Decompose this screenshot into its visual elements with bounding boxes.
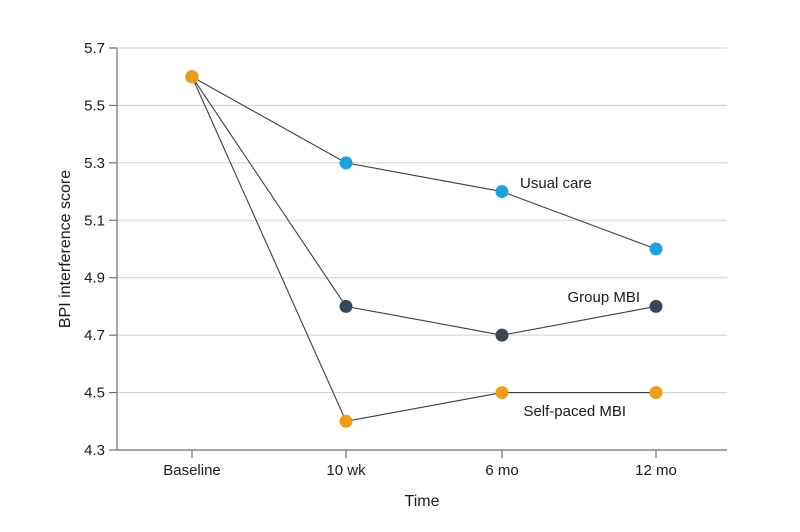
data-point xyxy=(649,386,663,400)
data-points xyxy=(185,70,663,428)
data-point xyxy=(649,242,663,256)
data-point xyxy=(495,386,509,400)
x-tick-label: 10 wk xyxy=(326,462,366,479)
series-label: Self-paced MBI xyxy=(523,403,626,420)
data-point xyxy=(649,299,663,313)
series-labels: Usual care Group MBI Self-paced MBI xyxy=(520,175,640,420)
data-point xyxy=(185,70,199,84)
y-tick-label: 5.1 xyxy=(84,212,105,229)
series-line-0 xyxy=(191,76,657,250)
x-tick-label: Baseline xyxy=(163,462,221,479)
x-tick-label: 6 mo xyxy=(485,462,518,479)
y-tick-label: 5.3 xyxy=(84,155,105,172)
data-point xyxy=(339,156,353,170)
data-point xyxy=(495,328,509,342)
y-axis-ticks: 4.3 4.5 4.7 4.9 5.1 5.3 5.5 5.7 xyxy=(84,40,117,459)
y-tick-label: 5.5 xyxy=(84,97,105,114)
y-tick-label: 4.5 xyxy=(84,385,105,402)
series-label: Usual care xyxy=(520,175,592,192)
y-tick-label: 4.9 xyxy=(84,270,105,287)
data-point xyxy=(339,299,353,313)
x-axis-title: Time xyxy=(405,493,440,510)
series-label: Group MBI xyxy=(567,289,640,306)
y-tick-label: 5.7 xyxy=(84,40,105,57)
series-lines xyxy=(191,76,657,422)
y-tick-label: 4.3 xyxy=(84,442,105,459)
data-point xyxy=(339,414,353,428)
x-tick-label: 12 mo xyxy=(635,462,677,479)
y-axis-title: BPI interference score xyxy=(57,170,74,328)
data-point xyxy=(495,185,509,199)
series-line-2 xyxy=(191,76,656,422)
y-tick-label: 4.7 xyxy=(84,327,105,344)
grid-lines xyxy=(117,47,727,451)
series-line-1 xyxy=(191,76,657,336)
axes xyxy=(116,48,727,451)
x-axis-ticks: Baseline 10 wk 6 mo 12 mo xyxy=(163,450,677,479)
